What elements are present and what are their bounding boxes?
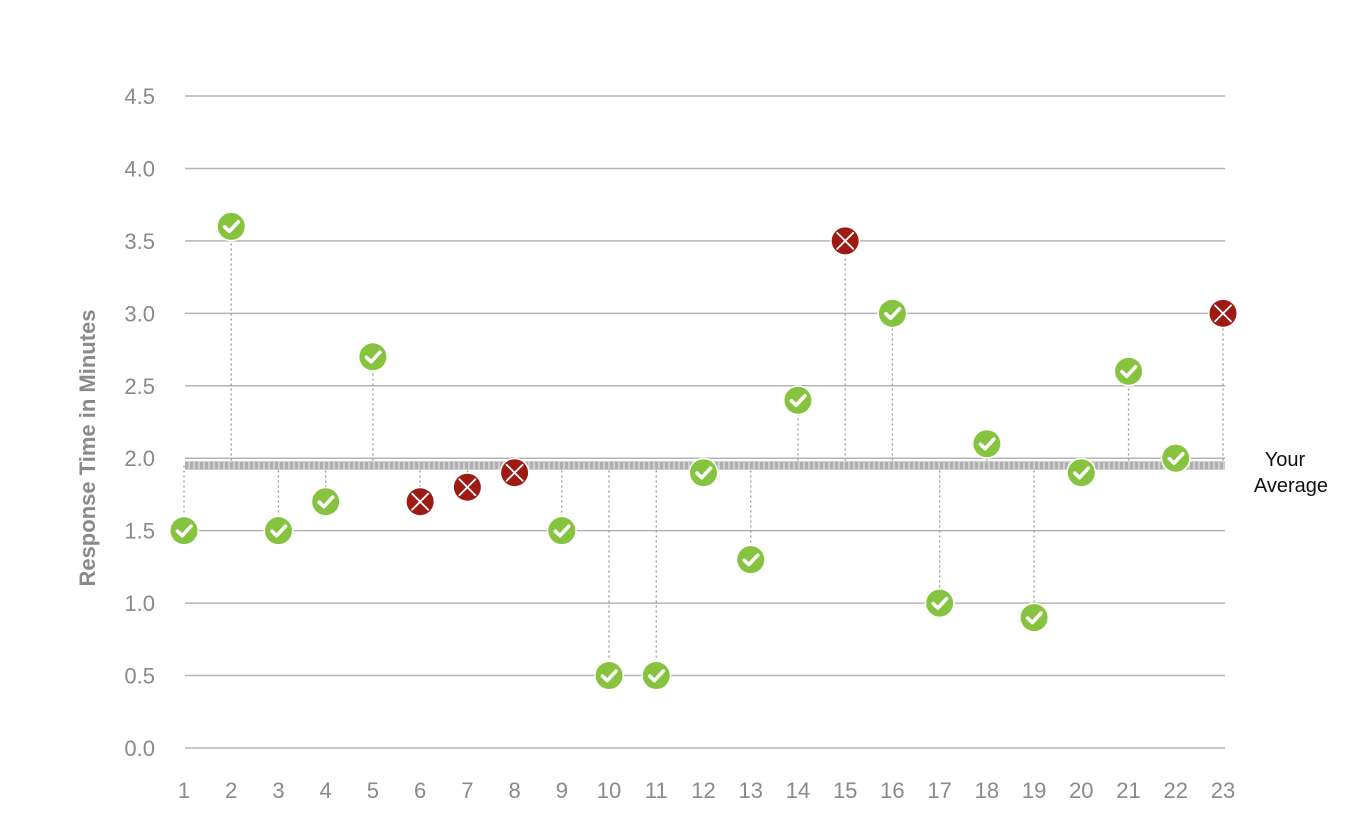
check-point: [924, 588, 955, 619]
check-point: [546, 515, 577, 546]
check-point: [877, 298, 908, 329]
check-point: [310, 486, 341, 517]
y-tick-label: 3.5: [124, 229, 155, 254]
check-icon: [695, 466, 713, 480]
y-tick-label: 2.5: [124, 374, 155, 399]
check-point: [735, 544, 766, 575]
check-icon: [364, 350, 382, 364]
x-point: [499, 457, 530, 488]
connector-lines: [183, 226, 1224, 676]
x-point: [452, 472, 483, 503]
check-icon: [931, 596, 949, 610]
check-point: [1066, 457, 1097, 488]
check-icon: [1167, 451, 1185, 466]
x-tick-label: 23: [1211, 778, 1235, 803]
x-tick-label: 7: [461, 778, 473, 803]
check-icon: [222, 220, 241, 234]
x-tick-label: 15: [833, 778, 857, 803]
x-tick-label: 10: [597, 778, 621, 803]
x-tick-label: 20: [1069, 778, 1093, 803]
check-point: [971, 428, 1002, 459]
y-tick-label: 4.0: [124, 156, 155, 181]
x-icon: [1214, 304, 1232, 323]
x-icon: [505, 463, 524, 482]
check-icon: [978, 437, 996, 451]
x-tick-label: 3: [272, 778, 284, 803]
y-tick-label: 0.5: [124, 664, 155, 689]
y-tick-label: 3.0: [124, 301, 155, 326]
check-icon: [742, 553, 760, 567]
check-point: [169, 515, 199, 546]
x-tick-label: 8: [508, 778, 520, 803]
check-icon: [317, 495, 335, 509]
check-point: [1160, 443, 1191, 474]
check-point: [263, 515, 294, 546]
check-icon: [647, 669, 666, 683]
x-icon: [458, 478, 477, 497]
check-icon: [553, 524, 571, 538]
x-tick-label: 6: [414, 778, 426, 803]
check-icon: [1120, 364, 1138, 379]
y-axis-ticks: 0.0 0.5 1.0 1.5 2.0 2.5 3.0 3.5 4.0 4.5: [124, 84, 155, 761]
check-icon: [884, 307, 902, 321]
check-point: [594, 660, 625, 691]
check-point: [688, 457, 719, 488]
y-tick-label: 1.5: [124, 519, 155, 544]
y-tick-label: 1.0: [124, 591, 155, 616]
check-point: [782, 385, 813, 416]
data-points: [169, 211, 1238, 691]
x-point: [1208, 298, 1238, 329]
check-point: [641, 660, 672, 691]
check-point: [357, 341, 388, 372]
y-tick-label: 4.5: [124, 84, 155, 109]
check-point: [1113, 356, 1144, 387]
x-tick-label: 17: [927, 778, 951, 803]
y-tick-label: 2.0: [124, 446, 155, 471]
check-point: [216, 211, 247, 242]
x-tick-label: 4: [320, 778, 332, 803]
average-label-line1: Your: [1265, 449, 1306, 471]
check-icon: [270, 524, 288, 538]
x-tick-label: 2: [225, 778, 237, 803]
check-icon: [1073, 466, 1091, 480]
y-tick-label: 0.0: [124, 736, 155, 761]
x-icon: [411, 492, 430, 511]
x-axis-ticks: 1 2 3 4 5 6 7 8 9 10 11 12 13 14 15 16 17 18 19 20 21 22 23: [178, 778, 1235, 803]
x-tick-label: 9: [556, 778, 568, 803]
check-icon: [1025, 611, 1043, 625]
x-tick-label: 13: [738, 778, 762, 803]
x-tick-label: 18: [975, 778, 999, 803]
y-axis-label: Response Time in Minutes: [75, 309, 100, 586]
x-point: [405, 486, 436, 517]
x-tick-label: 14: [786, 778, 810, 803]
x-tick-label: 5: [367, 778, 379, 803]
x-tick-label: 11: [645, 778, 668, 803]
x-tick-label: 12: [691, 778, 715, 803]
grid-lines: [185, 95, 1225, 749]
check-icon: [600, 669, 618, 683]
check-icon: [175, 524, 193, 538]
average-label-line2: Average: [1254, 475, 1328, 497]
x-icon: [836, 231, 855, 250]
x-tick-label: 16: [880, 778, 904, 803]
x-tick-label: 1: [178, 778, 190, 803]
check-icon: [789, 393, 807, 408]
x-tick-label: 21: [1116, 778, 1140, 803]
x-tick-label: 22: [1164, 778, 1188, 803]
x-point: [830, 225, 861, 256]
x-tick-label: 19: [1022, 778, 1046, 803]
check-point: [1019, 602, 1050, 633]
